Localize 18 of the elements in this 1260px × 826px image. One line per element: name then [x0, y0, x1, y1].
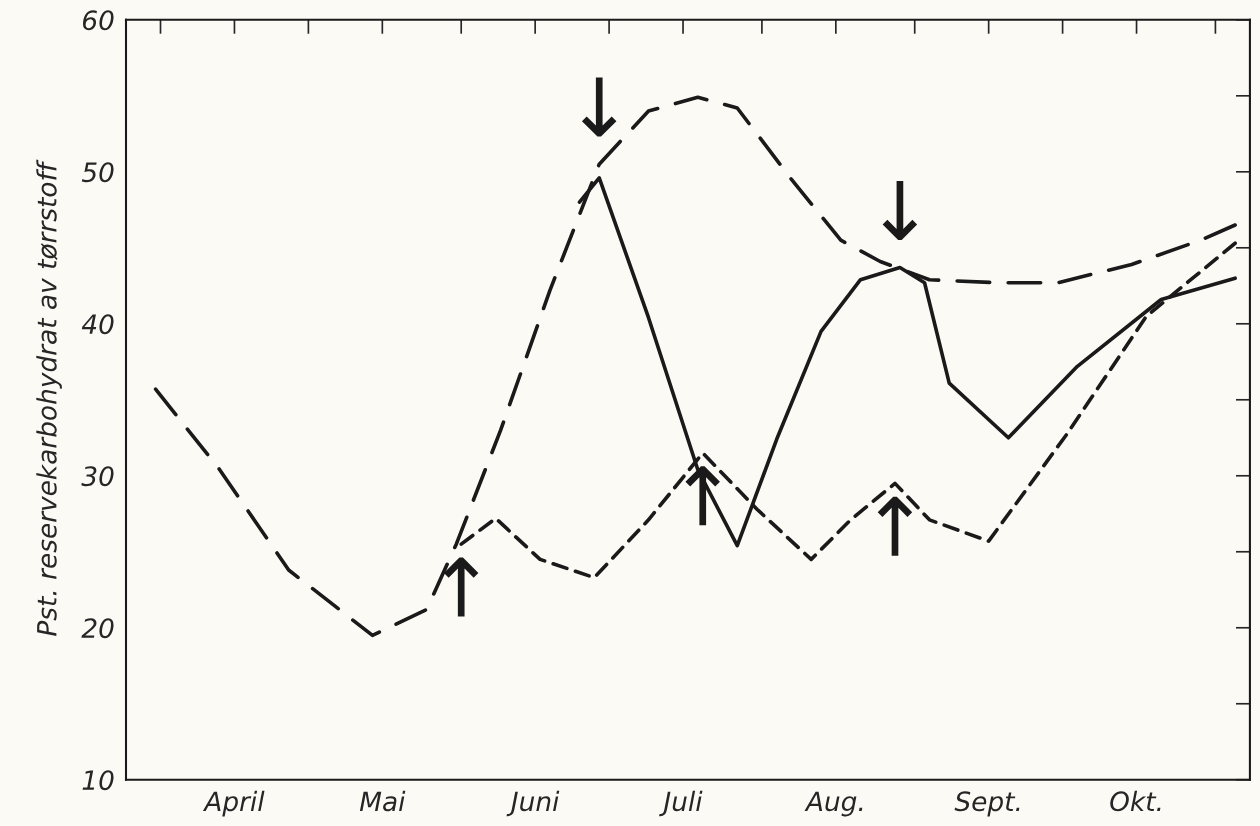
- y-tick-label: 20: [81, 618, 114, 639]
- x-tick-label: Mai: [359, 790, 406, 812]
- x-tick-label: Juni: [506, 790, 560, 817]
- annotation: ↑: [443, 557, 479, 617]
- annotation: ↓: [581, 77, 617, 137]
- x-tick-label: April: [202, 790, 265, 817]
- x-tick-label: Sept.: [954, 791, 1020, 817]
- annotation: ↓: [882, 180, 918, 240]
- y-tick-label: 40: [81, 314, 114, 335]
- x-tick-label: Aug.: [804, 791, 863, 817]
- y-axis-title: Pst. reservekarbohydrat av tørrstoff: [36, 159, 62, 636]
- y-tick-label: 30: [81, 466, 114, 487]
- y-tick-label: 50: [81, 162, 114, 183]
- annotation: ↑: [877, 496, 913, 556]
- y-tick-label: 60: [82, 10, 114, 31]
- x-tick-label: Juli: [659, 790, 703, 817]
- y-tick-label: 10: [82, 770, 114, 791]
- x-tick-label: Okt.: [1110, 790, 1161, 812]
